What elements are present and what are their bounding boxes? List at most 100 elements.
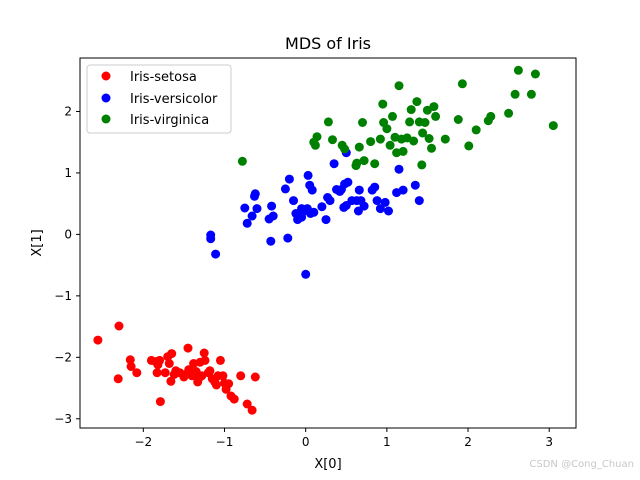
plot-frame [79, 57, 577, 429]
point-versicolor [384, 206, 393, 216]
x-tick-label: 0 [302, 435, 310, 449]
point-setosa [205, 366, 215, 376]
point-virginica [378, 99, 388, 109]
point-virginica [382, 124, 392, 134]
point-setosa [125, 355, 135, 365]
point-virginica [388, 111, 397, 121]
point-versicolor [247, 211, 257, 221]
point-versicolor [410, 180, 420, 190]
point-versicolor [240, 203, 250, 213]
point-setosa [155, 355, 165, 365]
watermark: CSDN @Cong_Chuan [529, 459, 634, 470]
point-setosa [132, 368, 142, 378]
point-versicolor [398, 185, 408, 195]
point-setosa [166, 376, 176, 386]
point-virginica [358, 118, 367, 127]
point-virginica [418, 128, 428, 138]
point-virginica [394, 81, 404, 91]
point-virginica [513, 65, 523, 75]
x-tick-label: −1 [216, 435, 234, 449]
y-axis-label: X[1] [30, 229, 45, 256]
point-versicolor [303, 170, 313, 180]
point-setosa [200, 355, 210, 365]
point-virginica [427, 143, 436, 153]
legend-label-versicolor: Iris-versicolor [130, 92, 218, 107]
point-versicolor [370, 182, 380, 192]
point-versicolor [353, 206, 363, 216]
point-virginica [457, 79, 467, 89]
point-setosa [171, 366, 181, 376]
point-setosa [126, 362, 136, 371]
point-versicolor [372, 196, 382, 206]
point-virginica [354, 142, 364, 152]
legend-marker-setosa [101, 71, 111, 81]
point-virginica [471, 125, 481, 135]
point-versicolor [317, 202, 327, 212]
legend-label-setosa: Iris-setosa [130, 70, 197, 85]
y-tick-label: −2 [54, 350, 72, 364]
point-versicolor [307, 185, 317, 195]
point-setosa [183, 343, 193, 353]
point-setosa [229, 394, 239, 404]
point-virginica [310, 140, 320, 150]
point-versicolor [267, 201, 277, 211]
chart-title: MDS of Iris [285, 34, 371, 53]
legend-label-virginica: Iris-virginica [130, 113, 209, 128]
point-virginica [323, 117, 333, 127]
x-tick-label: 1 [383, 435, 391, 449]
point-versicolor [252, 204, 262, 214]
point-versicolor [329, 159, 339, 169]
point-virginica [464, 141, 474, 151]
point-versicolor [242, 218, 252, 228]
x-tick-label: 2 [464, 435, 472, 449]
y-tick-label: −1 [54, 289, 72, 303]
point-versicolor [206, 230, 216, 240]
point-virginica [370, 159, 380, 169]
x-tick-label: 3 [545, 435, 553, 449]
point-virginica [424, 134, 434, 143]
point-setosa [160, 368, 170, 378]
point-versicolor [283, 233, 293, 243]
point-setosa [93, 335, 103, 345]
point-setosa [250, 372, 260, 382]
point-virginica [530, 69, 540, 79]
point-virginica [352, 158, 362, 168]
point-versicolor [343, 177, 353, 187]
point-setosa [211, 380, 221, 390]
point-versicolor [309, 207, 319, 217]
point-virginica [385, 140, 395, 150]
ticks-layer: −2 −1 0 1 2 3 −3 −2 −1 0 1 2 [54, 104, 553, 449]
point-setosa [152, 368, 162, 378]
y-tick-label: 2 [64, 104, 72, 118]
point-virginica [431, 111, 441, 121]
point-setosa [236, 371, 246, 381]
point-virginica [366, 137, 376, 147]
point-setosa [113, 374, 123, 384]
point-virginica [409, 136, 419, 146]
point-versicolor [289, 196, 298, 206]
point-versicolor [325, 196, 335, 206]
x-tick-label: −2 [134, 435, 152, 449]
point-versicolor [414, 196, 424, 206]
x-axis-label: X[0] [314, 457, 341, 472]
point-setosa [199, 348, 209, 358]
point-virginica [412, 97, 422, 107]
point-virginica [440, 134, 450, 144]
y-tick-label: 1 [64, 166, 72, 180]
point-versicolor [394, 164, 404, 174]
point-virginica [504, 108, 514, 118]
point-versicolor [284, 174, 294, 184]
point-virginica [406, 105, 416, 115]
y-tick-label: −3 [54, 412, 72, 426]
point-versicolor [211, 249, 221, 259]
y-tick-label: 0 [64, 227, 72, 241]
point-virginica [486, 111, 496, 121]
point-virginica [526, 89, 536, 99]
point-setosa [164, 359, 174, 368]
point-versicolor [250, 189, 260, 199]
point-versicolor [266, 236, 276, 246]
point-setosa [242, 399, 252, 409]
point-virginica [340, 144, 350, 154]
point-virginica [312, 132, 322, 142]
